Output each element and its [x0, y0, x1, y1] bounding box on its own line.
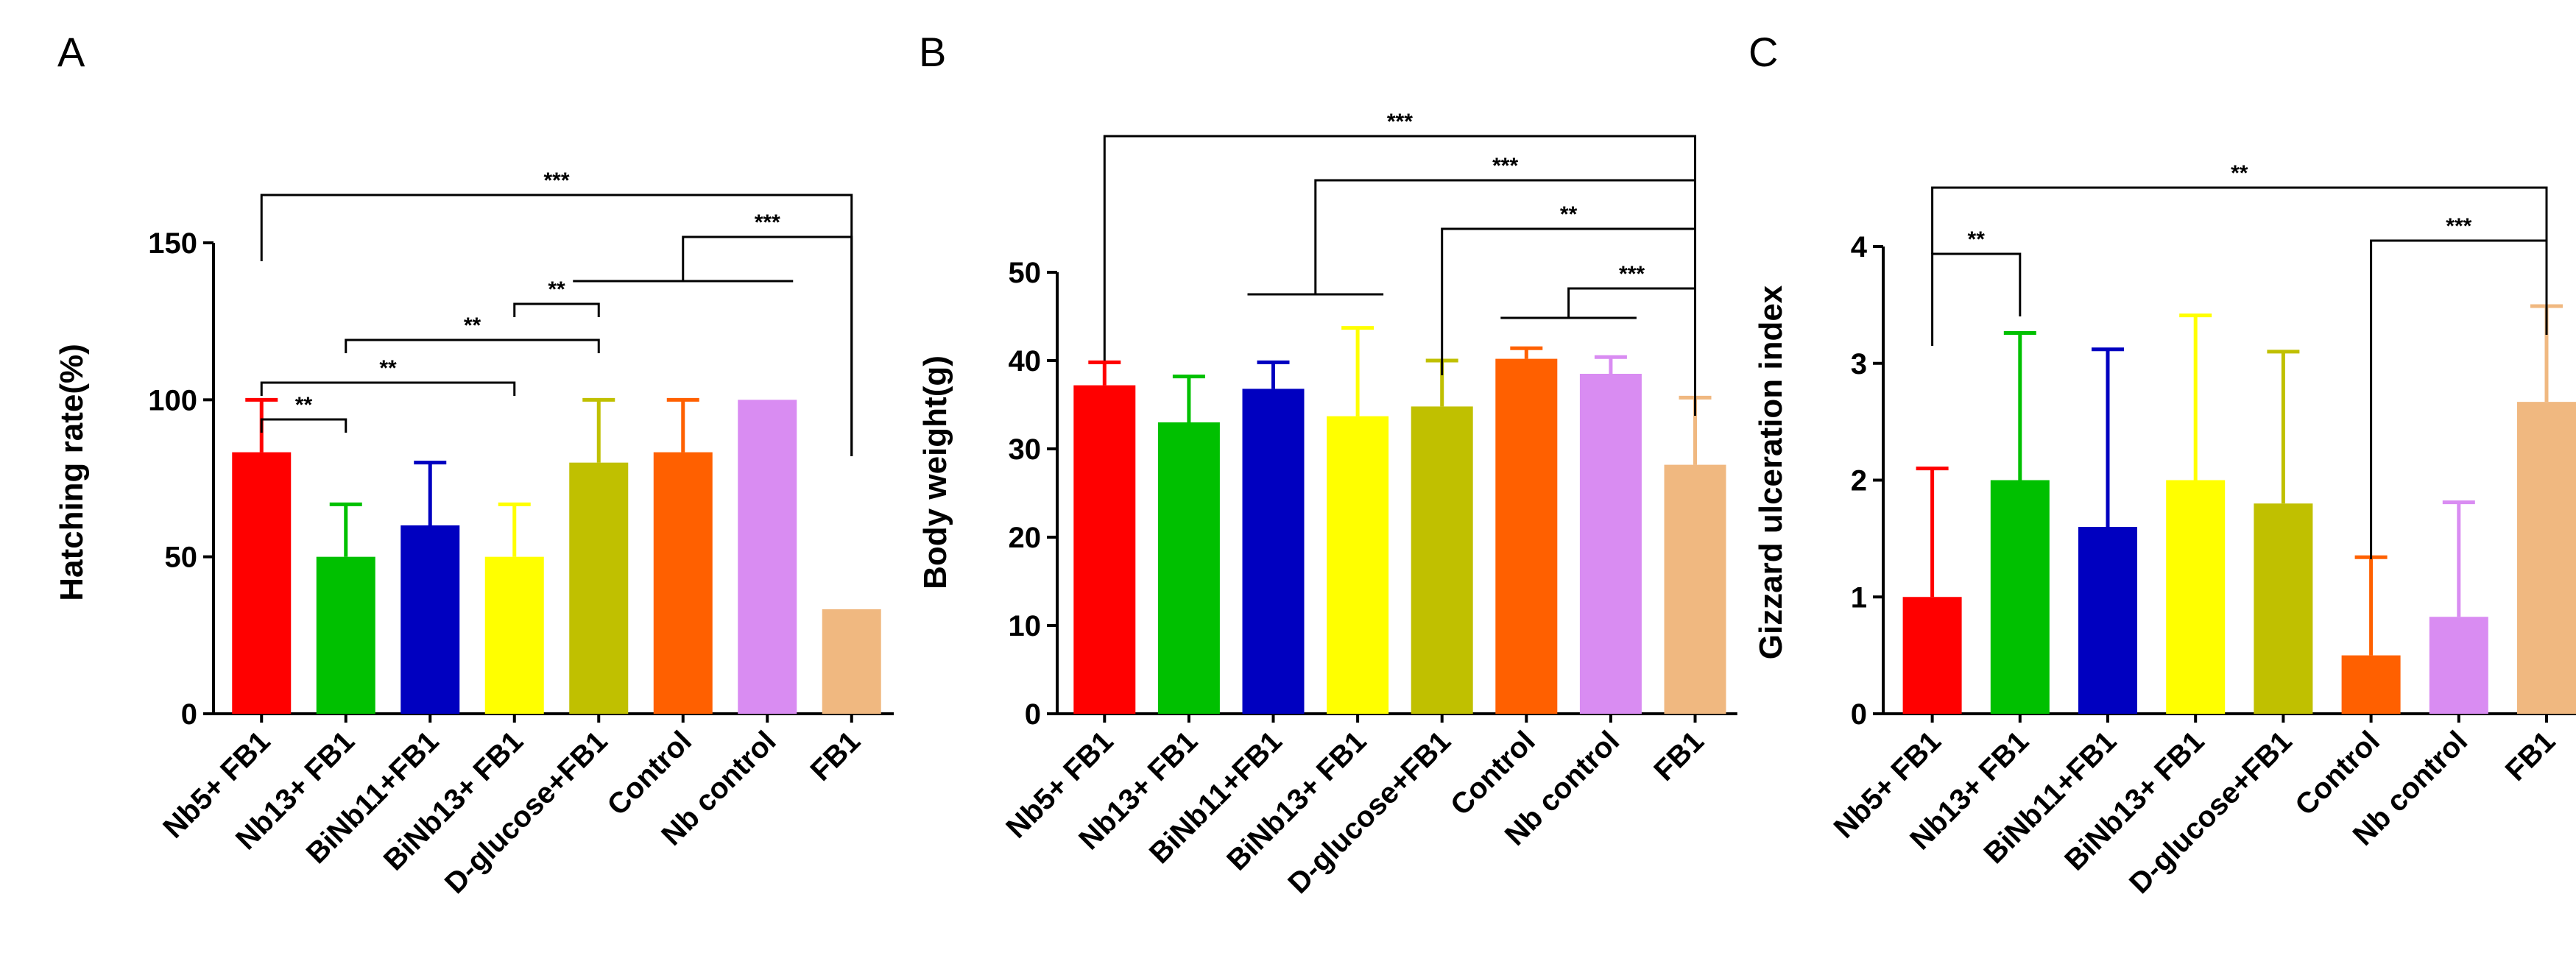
- panel-a-bar: [738, 400, 797, 714]
- panel-c-bar: [1990, 480, 2050, 714]
- panel-a-significance-label: ***: [755, 210, 780, 235]
- panel-c-y-axis-label: Gizzard ulceration index: [1753, 285, 1789, 659]
- panel-b-x-tick-label: D-glucose+FB1: [1282, 725, 1457, 900]
- panel-c-x-tick-label: FB1: [2499, 725, 2562, 787]
- panel-b-bar: [1664, 464, 1726, 714]
- panel-a-significance-bracket: [345, 338, 600, 353]
- panel-c-significance-bracket: [2370, 239, 2548, 559]
- panel-b-bar: [1411, 406, 1473, 714]
- panel-b-significance-label: ***: [1492, 154, 1518, 178]
- panel-b-bar: [1242, 389, 1305, 714]
- panel-a-significance-label: ***: [543, 169, 569, 193]
- panel-c-y-tick-label: 3: [1851, 348, 1867, 380]
- panel-a-bar: [400, 525, 460, 714]
- panel-b-y-tick-label: 50: [1009, 257, 1042, 289]
- panel-b-y-axis-label: Body weight(g): [917, 355, 953, 589]
- panel-c-y-tick-label: 0: [1851, 698, 1867, 731]
- panel-a-significance-bracket: [513, 302, 600, 317]
- panel-a-significance-bracket: [260, 418, 347, 433]
- panel-b-bar: [1495, 358, 1558, 714]
- panel-a-bar: [653, 452, 713, 714]
- panel-c-significance-bracket: [1931, 252, 2022, 346]
- panel-a-bar: [316, 556, 375, 714]
- panel-c-y-tick-label: 4: [1851, 231, 1868, 263]
- panel-c-bar: [2254, 503, 2313, 714]
- panel-a-x-tick-label: FB1: [805, 725, 867, 787]
- panel-a-significance-label: **: [464, 313, 481, 338]
- panel-c-bar: [1902, 597, 1962, 714]
- panel-a-significance-label: **: [295, 393, 313, 417]
- panel-c-significance-label: **: [1968, 227, 1986, 252]
- panel-b-x-tick-label: FB1: [1648, 725, 1710, 787]
- panel-a-bar: [822, 609, 881, 714]
- panel-c-y-tick-label: 2: [1851, 465, 1867, 497]
- panel-c-bar: [2166, 480, 2226, 714]
- panel-a-significance-bracket: [260, 381, 516, 396]
- panel-c-bar: [2517, 402, 2576, 714]
- panel-a-significance-label: **: [548, 277, 565, 302]
- panel-b-bar: [1327, 416, 1389, 714]
- panel-c-x-tick-label: D-glucose+FB1: [2123, 725, 2298, 900]
- panel-c-bar: [2341, 655, 2401, 714]
- panel-a-y-tick-label: 0: [181, 698, 197, 731]
- panel-b-significance-bracket: [1314, 179, 1696, 294]
- panel-a-y-tick-label: 100: [148, 384, 197, 416]
- panel-b-y-tick-label: 30: [1009, 433, 1042, 466]
- panel-b-significance-label: **: [1560, 202, 1578, 227]
- panel-b-bar: [1579, 374, 1642, 714]
- panel-b-bar: [1157, 422, 1220, 714]
- panel-a-y-tick-label: 50: [165, 542, 198, 574]
- panel-letter-a: A: [57, 29, 85, 75]
- panel-b-significance-label: ***: [1387, 110, 1413, 134]
- panel-b-significance-bracket: [1103, 135, 1696, 361]
- panel-b-y-tick-label: 20: [1009, 522, 1042, 554]
- panel-b-y-tick-label: 10: [1009, 610, 1042, 642]
- panel-c-bar: [2429, 617, 2488, 714]
- panel-b-bar: [1073, 385, 1136, 714]
- panel-b-y-tick-label: 40: [1009, 345, 1042, 377]
- panel-c-y-tick-label: 1: [1851, 581, 1867, 614]
- panel-c-significance-label: ***: [2446, 214, 2471, 238]
- panel-a-y-tick-label: 150: [148, 227, 197, 260]
- panel-b-significance-bracket: [1567, 287, 1696, 416]
- panel-a-bar: [569, 462, 629, 714]
- panel-a-bar: [232, 452, 292, 714]
- panel-letter-b: B: [919, 29, 946, 75]
- panel-letter-c: C: [1748, 29, 1778, 75]
- panel-b-significance-label: ***: [1619, 262, 1645, 286]
- panel-c-significance-label: **: [2231, 161, 2248, 185]
- panel-a-bar: [484, 556, 544, 714]
- panel-a-significance-label: **: [379, 356, 397, 380]
- panel-a-x-tick-label: D-glucose+FB1: [439, 725, 614, 900]
- panel-b-y-tick-label: 0: [1025, 698, 1041, 731]
- panel-a-y-axis-label: Hatching rate(%): [54, 344, 90, 601]
- panel-c-significance-bracket: [1931, 186, 2548, 254]
- panel-a-significance-bracket: [260, 194, 853, 456]
- panel-c-bar: [2078, 527, 2137, 714]
